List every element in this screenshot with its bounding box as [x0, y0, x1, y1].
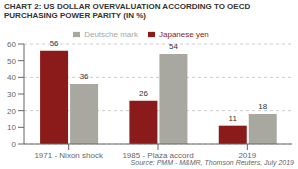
svg-text:54: 54 — [169, 42, 178, 51]
svg-text:20: 20 — [8, 107, 17, 116]
svg-text:10: 10 — [8, 123, 17, 132]
html-text:Japanese yen: Japanese yen — [159, 30, 209, 39]
html-text:Source: PMM - M&MR, Thomson Re: Source: PMM - M&MR, Thomson Reuters, Jul… — [130, 159, 294, 166]
svg-text:36: 36 — [80, 72, 89, 81]
svg-text:1985 - Plaza accord: 1985 - Plaza accord — [122, 151, 193, 158]
svg-text:11: 11 — [229, 114, 238, 123]
html-text:Deutsche mark: Deutsche mark — [84, 30, 138, 39]
svg-text:0: 0 — [12, 140, 17, 149]
html-text:CHART 2: US DOLLAR OVERVALUATI: CHART 2: US DOLLAR OVERVALUATION ACCORDI… — [4, 2, 251, 20]
svg-text:50: 50 — [8, 57, 17, 66]
svg-text:40: 40 — [8, 73, 17, 82]
svg-text:18: 18 — [258, 102, 267, 111]
svg-text:60: 60 — [8, 40, 17, 49]
svg-text:26: 26 — [139, 89, 148, 98]
svg-text:56: 56 — [50, 39, 59, 48]
svg-text:2019: 2019 — [238, 151, 256, 158]
svg-text:30: 30 — [8, 90, 17, 99]
svg-text:1971 - Nixon shock: 1971 - Nixon shock — [34, 151, 103, 158]
